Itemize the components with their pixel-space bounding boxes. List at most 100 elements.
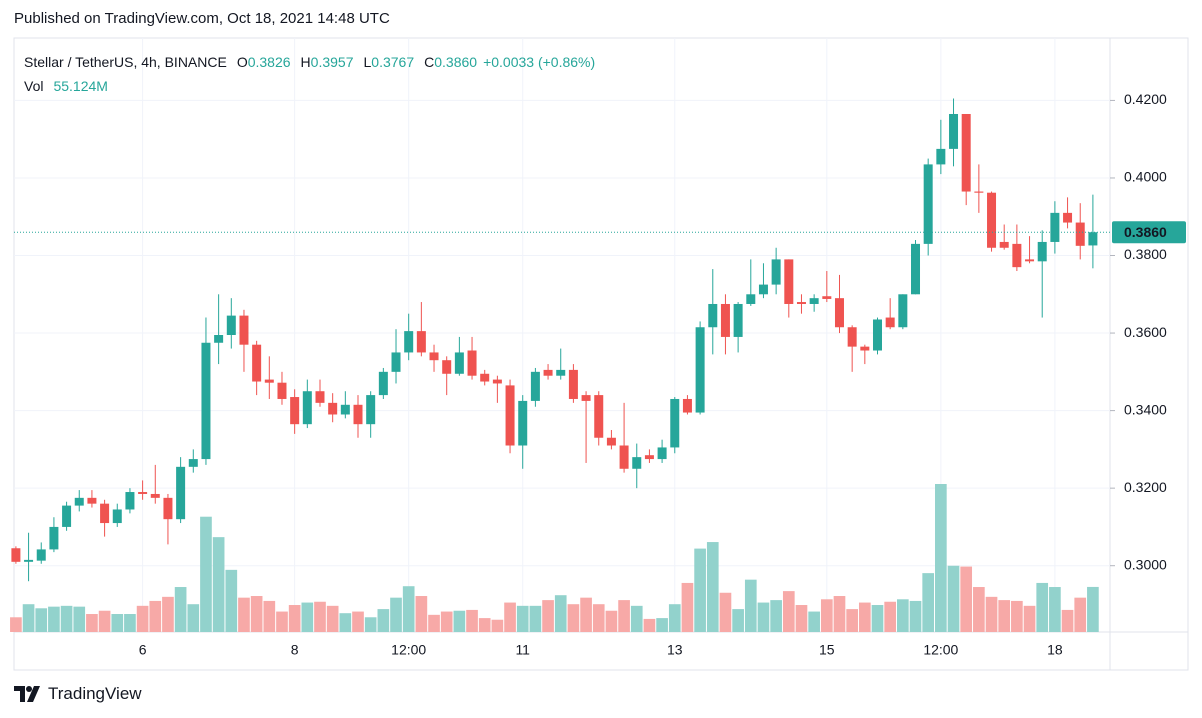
field-key: C [424,54,435,70]
candle-body [594,395,604,438]
candle-body [100,503,110,524]
volume-bar [200,516,212,632]
volume-bar [415,596,428,632]
field-value: 0.3957 [310,54,354,70]
volume-bar [288,605,301,632]
candle-body [936,148,946,165]
candle-body [581,395,591,401]
candle-body [885,317,895,328]
candle-body [201,342,211,460]
y-tick-label: 0.3200 [1124,479,1167,495]
candle-body [328,402,338,415]
volume-bar [10,617,22,632]
volume-bar [1049,587,1061,632]
x-tick-label: 12:00 [923,642,958,658]
candle-body [974,191,984,193]
candle-body [480,373,490,382]
volume-bar [377,609,390,632]
volume-bar [567,604,580,632]
candle-body [492,379,502,384]
volume-bar [1074,597,1087,632]
candle-body [74,497,84,506]
volume-bar [998,600,1011,632]
field-key: O [236,54,248,70]
candle-body [442,360,452,374]
volume-value: 55.124M [53,78,108,94]
candle-body [277,382,287,399]
candle-body [987,192,997,248]
brand: TradingView [14,684,142,704]
candle-body [239,315,249,345]
candle-body [404,331,414,353]
volume-bar [668,604,681,632]
candle-body [163,497,173,520]
candle-body [720,303,730,337]
candle-body [378,371,388,396]
candle-body [416,331,426,353]
candle-body [923,164,933,244]
volume-bar [719,592,732,632]
candle-body [112,509,122,524]
volume-bar [782,591,795,632]
volume-bar [542,600,554,632]
x-tick-label: 18 [1047,642,1063,658]
candle-body [1037,241,1047,262]
legend-gap [227,50,237,74]
candle-body [872,319,882,351]
candle-body [898,294,908,328]
volume-bar [504,602,516,632]
legend-gap [291,50,301,74]
volume-bar [86,614,98,632]
volume-bar [212,537,225,632]
y-tick-label: 0.4000 [1124,169,1167,185]
candle-body [949,113,959,149]
volume-bar [1036,582,1049,632]
volume-bar [694,548,706,632]
legend-gap [414,50,424,74]
candle-body [644,455,654,460]
volume-bar [162,596,174,632]
volume-bar [706,542,719,632]
volume-bar [187,604,200,632]
candle-body [568,369,578,399]
volume-bar [276,611,288,632]
y-tick-label: 0.3600 [1124,324,1167,340]
volume-bar [973,587,985,632]
candle-body [176,466,186,520]
candle-body [556,369,566,376]
volume-bar [111,614,124,632]
x-tick-label: 11 [515,642,530,658]
legend-row: Vol 55.124M [24,74,595,98]
candle-body [632,457,642,469]
candle-body [543,369,553,376]
candle-body [1012,243,1022,268]
field-key: H [300,54,311,70]
candle-body [454,352,464,374]
candle-body [999,241,1009,248]
volume-bar [149,600,162,632]
volume-bar [516,605,529,632]
candle-body [708,303,718,328]
brand-logo [14,686,40,702]
volume-bar [35,608,48,632]
volume-bar [124,614,136,632]
candle-body [429,352,439,361]
candle-body [746,294,756,304]
volume-bar [846,609,858,632]
candle-body [796,302,806,304]
volume-bar [605,610,618,632]
candle-body [62,505,72,527]
volume-bar [808,611,820,632]
volume-bar [757,602,770,632]
volume-bar [1087,586,1099,632]
y-tick-label: 0.3000 [1124,556,1167,572]
candle-body [809,298,819,304]
volume-bar [250,596,263,632]
volume-bar [453,610,466,632]
volume-bar [744,579,757,632]
volume-bar [960,566,973,632]
volume-bar [732,609,744,632]
volume-bar [681,582,694,632]
candle-body [822,296,832,299]
legend-gap [354,50,364,74]
